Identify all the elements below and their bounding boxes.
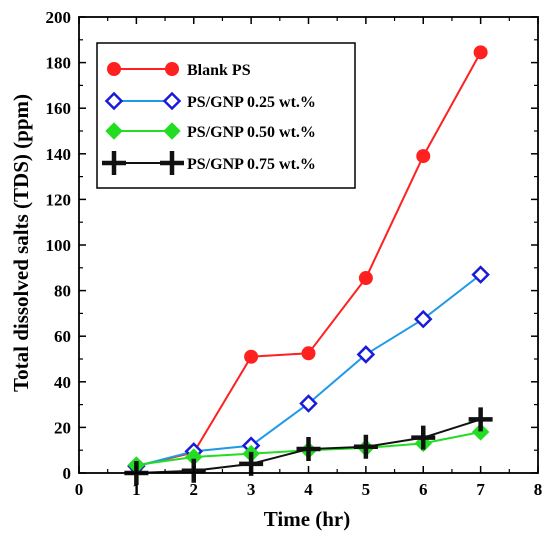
- data-point-s3-7: [471, 423, 490, 441]
- data-point-s2-7: [471, 265, 490, 284]
- legend-marker-4a: [102, 151, 126, 175]
- x-tick-label-2: 2: [190, 480, 199, 499]
- data-point-s4-5: [353, 434, 378, 459]
- data-point-s4-7: [468, 407, 493, 432]
- data-point-s1-4: [301, 346, 316, 361]
- y-tick-label-140: 140: [46, 145, 72, 164]
- legend-label-3: PS/GNP 0.50 wt.%: [187, 124, 316, 141]
- y-tick-label-0: 0: [63, 464, 72, 483]
- y-tick-label-20: 20: [54, 418, 71, 437]
- legend-label-4: PS/GNP 0.75 wt.%: [187, 156, 316, 173]
- data-point-s2-5: [356, 345, 376, 364]
- x-tick-label-3: 3: [247, 480, 256, 499]
- legend-marker-1b: [165, 62, 179, 76]
- legend-item-2: PS/GNP 0.25 wt.%: [104, 91, 316, 111]
- x-tick-label-1: 1: [132, 480, 141, 499]
- x-tick-label-8: 8: [534, 480, 543, 499]
- data-point-s1-3: [244, 349, 259, 364]
- y-axis-title: Total dissolved salts (TDS) (ppm): [9, 94, 33, 392]
- legend-item-3: PS/GNP 0.50 wt.%: [105, 122, 316, 141]
- data-point-s4-6: [411, 425, 436, 450]
- x-axis-title: Time (hr): [264, 507, 351, 531]
- data-point-s4-4: [296, 437, 321, 462]
- legend-marker-2a: [104, 91, 124, 111]
- legend-label-1: Blank PS: [187, 62, 251, 79]
- legend-item-4: PS/GNP 0.75 wt.%: [102, 151, 316, 175]
- legend-marker-3a: [105, 122, 123, 140]
- data-point-s1-7: [473, 45, 488, 60]
- x-tick-label-0: 0: [75, 480, 84, 499]
- y-tick-label-80: 80: [54, 282, 71, 301]
- y-tick-label-100: 100: [46, 236, 72, 255]
- x-tick-label-4: 4: [304, 480, 313, 499]
- legend-item-1: Blank PS: [107, 62, 251, 79]
- legend-marker-2b: [162, 91, 182, 111]
- data-point-s1-5: [358, 271, 373, 286]
- legend-label-2: PS/GNP 0.25 wt.%: [187, 94, 316, 111]
- legend: Blank PS PS/GNP 0.25 wt.% PS/GNP 0.50 wt.%…: [96, 42, 356, 189]
- legend-marker-3b: [163, 122, 181, 140]
- legend-marker-4b: [160, 151, 184, 175]
- y-tick-label-60: 60: [54, 327, 71, 346]
- legend-marker-1a: [107, 62, 121, 76]
- y-tick-label-120: 120: [46, 190, 72, 209]
- y-tick-label-200: 200: [46, 8, 72, 27]
- x-tick-label-6: 6: [419, 480, 428, 499]
- y-tick-label-40: 40: [54, 373, 71, 392]
- data-point-s1-6: [416, 149, 431, 164]
- y-tick-label-160: 160: [46, 99, 72, 118]
- x-tick-label-5: 5: [362, 480, 371, 499]
- x-tick-label-7: 7: [476, 480, 485, 499]
- data-point-s2-6: [413, 309, 433, 329]
- data-point-s2-4: [299, 394, 318, 413]
- y-tick-label-180: 180: [46, 54, 72, 73]
